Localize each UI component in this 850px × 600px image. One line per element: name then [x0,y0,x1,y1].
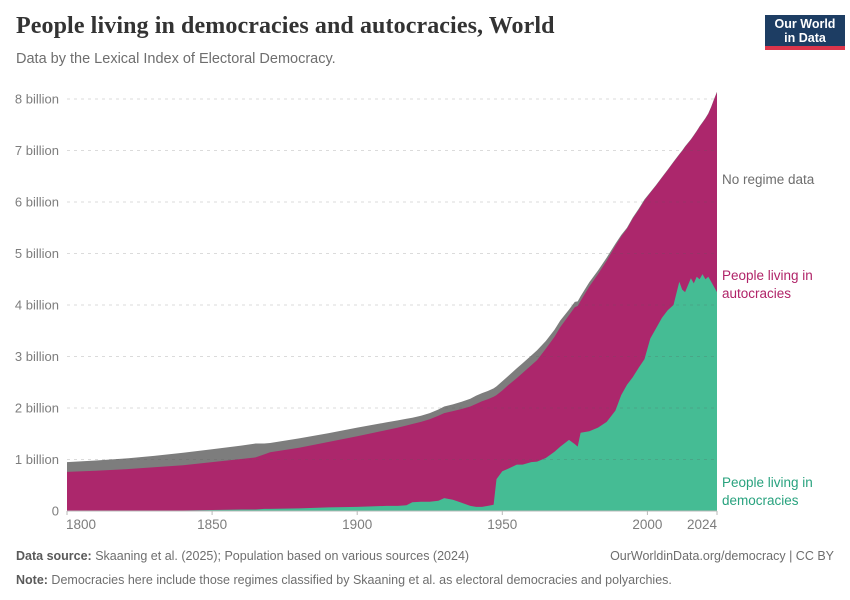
page-title: People living in democracies and autocra… [16,13,555,39]
x-axis-label: 1900 [342,517,372,532]
x-axis-label: 1850 [197,517,227,532]
owid-logo[interactable]: Our World in Data [765,15,845,50]
note-label: Note: [16,572,48,587]
area-democracies [67,274,717,511]
y-axis-label: 6 billion [15,195,59,210]
series-label-autocracies: People living in autocracies [722,268,813,301]
y-axis-label: 2 billion [15,401,59,416]
y-axis-label: 1 billion [15,452,59,467]
y-axis-label: 7 billion [15,143,59,158]
logo-line-1: Our World [774,16,836,31]
note-text: Democracies here include those regimes c… [47,572,672,587]
y-axis-label: 3 billion [15,349,59,364]
y-axis-label: 4 billion [15,298,59,313]
series-label-democracies: People living in democracies [722,475,813,508]
x-axis-label: 2000 [632,517,662,532]
page-subtitle: Data by the Lexical Index of Electoral D… [16,51,336,67]
chart-svg[interactable]: 0 1 billion 2 billion 3 billion 4 billion 5 b… [0,85,850,545]
chart-footer: Data source: Skaaning et al. (2025); Pop… [16,548,834,589]
data-source-line: Data source: Skaaning et al. (2025); Pop… [16,548,469,565]
y-axis-label: 0 [52,504,59,519]
data-source-text: Skaaning et al. (2025); Population based… [91,549,470,563]
x-axis-label: 1800 [66,517,96,532]
x-axis-label: 1950 [487,517,517,532]
y-axis-label: 8 billion [15,92,59,107]
y-axis-label: 5 billion [15,246,59,261]
series-label-no-regime-data: No regime data [722,172,815,187]
stacked-area-chart[interactable]: 0 1 billion 2 billion 3 billion 4 billion 5 b… [0,85,850,545]
x-axis-label: 2024 [687,517,718,532]
data-source-label: Data source: [16,549,92,563]
logo-line-2: in Data [784,30,826,45]
area-autocracies [67,92,717,512]
owid-url-link[interactable]: OurWorldinData.org/democracy | CC BY [610,549,834,563]
